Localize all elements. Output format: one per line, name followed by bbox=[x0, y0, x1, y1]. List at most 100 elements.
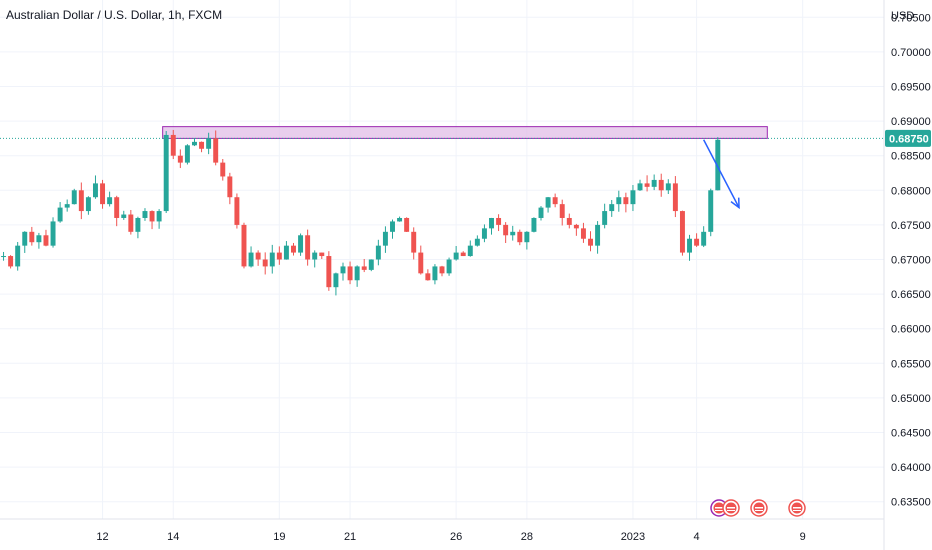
candle-body bbox=[255, 252, 261, 260]
candle-body bbox=[460, 252, 466, 257]
x-tick-label: 21 bbox=[344, 531, 356, 543]
candle-body bbox=[128, 214, 134, 232]
y-tick-label: 0.65000 bbox=[891, 393, 931, 405]
forecast-arrow[interactable] bbox=[702, 139, 740, 210]
candle-body bbox=[64, 204, 70, 208]
y-tick-label: 0.70500 bbox=[891, 12, 931, 24]
candle-body bbox=[580, 228, 586, 239]
candle-body bbox=[559, 204, 565, 218]
candle-body bbox=[517, 231, 523, 243]
last-price-badge-background bbox=[885, 129, 931, 147]
y-tick-label: 0.64000 bbox=[891, 462, 931, 474]
candle-body bbox=[382, 231, 388, 246]
candle-body bbox=[177, 155, 183, 163]
event-icons bbox=[710, 499, 806, 517]
candle-body bbox=[276, 252, 282, 260]
us-flag-icon[interactable] bbox=[750, 499, 768, 517]
candle-body bbox=[439, 266, 445, 274]
forecast-arrow-head bbox=[730, 197, 740, 210]
candle-body bbox=[390, 221, 395, 232]
candle-body bbox=[489, 217, 494, 229]
candle-body bbox=[135, 217, 141, 232]
candle-body bbox=[326, 256, 332, 288]
y-tick-label: 0.69500 bbox=[891, 82, 931, 94]
candle-body bbox=[36, 235, 42, 243]
y-tick-label: 0.70000 bbox=[891, 47, 931, 59]
us-flag-icon[interactable] bbox=[710, 499, 728, 517]
candle-body bbox=[453, 252, 459, 260]
candle-body bbox=[368, 259, 374, 270]
forecast-arrow-shaft bbox=[702, 139, 740, 208]
y-tick-label: 0.67500 bbox=[891, 220, 931, 232]
candle-body bbox=[57, 207, 63, 222]
candle-body bbox=[149, 211, 155, 222]
x-axis-ticks: 12 14 19 21 26 28 2023 4 9 bbox=[96, 531, 805, 543]
candle-body bbox=[658, 179, 664, 191]
candle-body bbox=[361, 266, 367, 270]
candle-body bbox=[347, 266, 353, 281]
y-tick-label: 0.64500 bbox=[891, 428, 931, 440]
candle-body bbox=[220, 162, 226, 177]
x-tick-label: 2023 bbox=[621, 531, 645, 543]
candle-body bbox=[43, 235, 49, 246]
candle-body bbox=[142, 211, 148, 218]
candle-body bbox=[269, 252, 275, 267]
y-tick-label: 0.66500 bbox=[891, 289, 931, 301]
candle-body bbox=[510, 231, 516, 236]
y-tick-label: 0.69000 bbox=[891, 116, 931, 128]
currency-label: USD bbox=[891, 10, 914, 22]
candle-body bbox=[446, 259, 452, 274]
x-tick-label: 9 bbox=[800, 531, 806, 543]
candles bbox=[1, 129, 721, 296]
candle-body bbox=[1, 256, 7, 258]
candle-body bbox=[425, 273, 431, 281]
candle-body bbox=[496, 217, 502, 225]
candle-body bbox=[524, 231, 530, 243]
y-tick-label: 0.68500 bbox=[891, 151, 931, 163]
candle-body bbox=[467, 245, 473, 257]
candle-body bbox=[71, 190, 77, 205]
candle-body bbox=[206, 138, 212, 149]
y-tick-label: 0.65500 bbox=[891, 358, 931, 370]
y-tick-label: 0.68000 bbox=[891, 185, 931, 197]
candle-body bbox=[121, 214, 127, 218]
candle-body bbox=[170, 134, 176, 156]
resistance-zone[interactable] bbox=[162, 126, 768, 139]
candle-body bbox=[22, 231, 28, 246]
x-tick-label: 28 bbox=[521, 531, 533, 543]
candle-body bbox=[85, 197, 91, 212]
candle-body bbox=[595, 224, 601, 246]
candle-body bbox=[573, 224, 579, 229]
candle-body bbox=[92, 183, 98, 198]
candle-body bbox=[687, 238, 692, 253]
candle-body bbox=[432, 266, 438, 281]
candle-body bbox=[248, 252, 254, 267]
candle-body bbox=[679, 211, 685, 253]
us-flag-icon[interactable] bbox=[722, 499, 740, 517]
candle-body bbox=[552, 197, 558, 205]
candle-body bbox=[262, 259, 268, 267]
candle-body bbox=[340, 266, 346, 274]
candle-body bbox=[630, 190, 636, 205]
y-tick-label: 0.66000 bbox=[891, 324, 931, 336]
candle-body bbox=[672, 183, 678, 212]
x-tick-label: 14 bbox=[167, 531, 179, 543]
candle-body bbox=[305, 235, 311, 260]
candle-body bbox=[545, 197, 551, 208]
candle-body bbox=[715, 139, 721, 191]
us-flag-icon[interactable] bbox=[788, 499, 806, 517]
candle-body bbox=[184, 145, 190, 163]
candle-body bbox=[15, 245, 21, 267]
candle-body bbox=[566, 217, 572, 225]
grid-lines bbox=[0, 0, 884, 519]
candle-body bbox=[192, 141, 197, 146]
candle-body bbox=[227, 176, 233, 198]
x-tick-label: 4 bbox=[694, 531, 700, 543]
candle-body bbox=[298, 235, 304, 253]
candle-body bbox=[538, 207, 544, 218]
candle-body bbox=[50, 221, 56, 246]
last-price-label: 0.68750 bbox=[889, 133, 929, 145]
candle-body bbox=[156, 211, 162, 222]
y-axis-ticks: 0.70500 0.70000 0.69500 0.69000 0.68500 0.680… bbox=[891, 12, 931, 508]
